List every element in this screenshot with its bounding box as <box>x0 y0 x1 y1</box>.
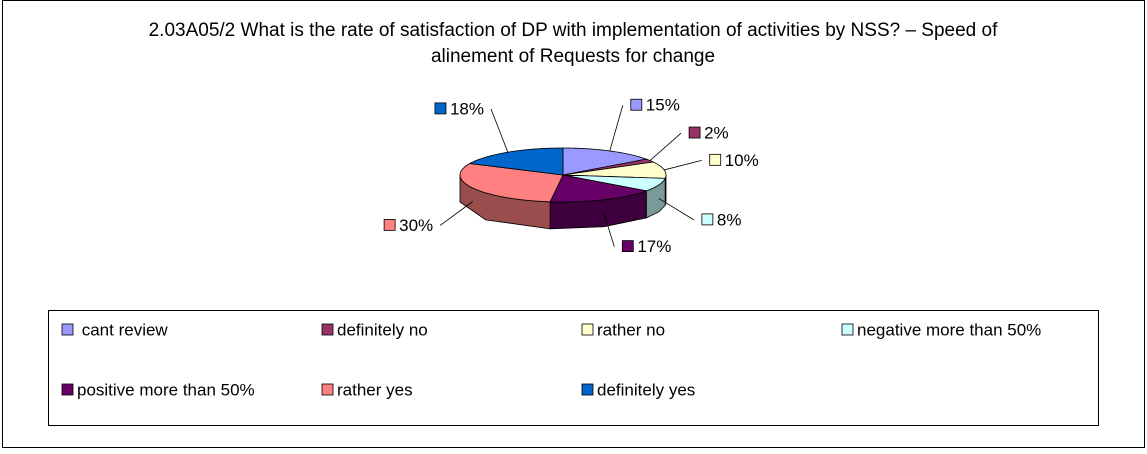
legend-label: rather no <box>597 320 665 339</box>
legend-swatch <box>61 323 74 336</box>
legend-label: definitely no <box>337 320 428 339</box>
pie-slice <box>562 174 666 192</box>
data-label: 18% <box>450 99 484 118</box>
label-swatch <box>709 153 722 166</box>
label-swatch <box>434 102 447 115</box>
legend-swatch <box>581 323 594 336</box>
data-label: 10% <box>725 151 759 170</box>
legend-box <box>48 310 1099 426</box>
legend-label: negative more than 50% <box>857 320 1041 339</box>
leader-line <box>609 105 624 152</box>
leader-line <box>658 198 695 221</box>
pie-slice <box>459 163 564 203</box>
legend-label: positive more than 50% <box>77 380 255 399</box>
pie-slice <box>562 161 667 179</box>
legend-swatch <box>61 383 74 396</box>
data-label: 30% <box>399 216 433 235</box>
legend-label: definitely yes <box>597 380 695 399</box>
label-swatch <box>630 98 643 111</box>
leader-line <box>664 159 702 171</box>
leader-line <box>490 108 509 153</box>
legend-label: cant review <box>77 320 168 339</box>
data-label: 8% <box>717 210 742 229</box>
label-swatch <box>688 126 701 139</box>
chart-title: 2.03A05/2 What is the rate of satisfacti… <box>148 20 998 67</box>
leader-line <box>649 132 682 161</box>
legend-swatch <box>321 323 334 336</box>
leader-line <box>439 201 473 226</box>
data-label: 17% <box>637 237 671 256</box>
data-label: 2% <box>704 124 729 143</box>
legend-swatch <box>321 383 334 396</box>
legend-label: rather yes <box>337 380 413 399</box>
legend-swatch <box>841 323 854 336</box>
label-swatch <box>383 219 396 231</box>
label-swatch <box>701 213 714 226</box>
leader-line <box>603 213 615 247</box>
legend-swatch <box>581 383 594 396</box>
label-swatch <box>621 240 634 253</box>
data-label: 15% <box>646 96 680 115</box>
pie-slice <box>549 174 648 203</box>
